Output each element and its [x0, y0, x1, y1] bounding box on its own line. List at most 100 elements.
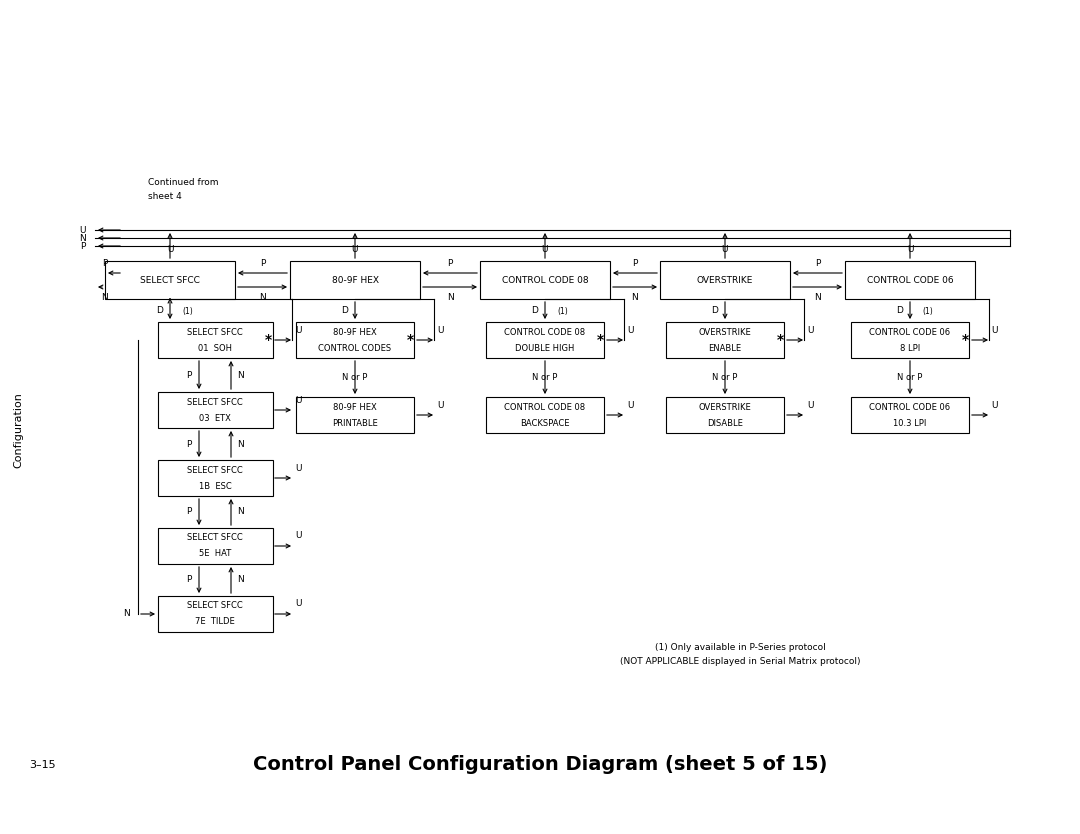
Text: OVERSTRIKE: OVERSTRIKE [699, 403, 752, 411]
Text: CONTROL CODE 06: CONTROL CODE 06 [869, 328, 950, 336]
Text: BACKSPACE: BACKSPACE [521, 419, 570, 428]
Text: P: P [632, 259, 637, 268]
Text: DOUBLE HIGH: DOUBLE HIGH [515, 344, 575, 353]
Text: U: U [436, 400, 443, 409]
Text: P: P [80, 242, 85, 250]
Text: DISABLE: DISABLE [707, 419, 743, 428]
Text: *: * [406, 333, 414, 347]
Text: 8 LPI: 8 LPI [900, 344, 920, 353]
Text: 03  ETX: 03 ETX [199, 414, 231, 423]
Bar [486, 397, 604, 433]
Text: D: D [531, 306, 539, 315]
Text: P: P [187, 575, 191, 585]
Text: 80-9F HEX: 80-9F HEX [333, 328, 377, 336]
Text: SELECT SFCC: SELECT SFCC [187, 601, 243, 610]
Bar [296, 397, 414, 433]
Text: P: P [260, 259, 266, 268]
Text: N or P: N or P [897, 373, 922, 382]
Text: 10.3 LPI: 10.3 LPI [893, 419, 927, 428]
Text: SELECT SFCC: SELECT SFCC [140, 275, 200, 284]
Text: N or P: N or P [342, 373, 367, 382]
Text: N: N [80, 234, 86, 243]
Text: CONTROL CODE 06: CONTROL CODE 06 [866, 275, 954, 284]
Text: N: N [238, 440, 244, 449]
Text: *: * [961, 333, 969, 347]
Bar [480, 261, 610, 299]
Text: U: U [295, 325, 301, 334]
Text: N: N [447, 293, 454, 302]
Text: P: P [187, 370, 191, 379]
Text: OVERSTRIKE: OVERSTRIKE [699, 328, 752, 336]
Text: U: U [166, 244, 173, 254]
Text: SELECT SFCC: SELECT SFCC [187, 534, 243, 542]
Text: 5E  HAT: 5E HAT [199, 550, 231, 559]
Bar [158, 596, 272, 632]
Text: 80-9F HEX: 80-9F HEX [333, 403, 377, 411]
Text: U: U [991, 400, 998, 409]
Bar [291, 261, 420, 299]
Bar [158, 392, 272, 428]
Text: CONTROL CODE 08: CONTROL CODE 08 [502, 275, 589, 284]
Text: N: N [102, 293, 108, 302]
Text: U: U [991, 325, 998, 334]
Bar [486, 322, 604, 358]
Text: 80-9F HEX: 80-9F HEX [332, 275, 378, 284]
Text: Continued from: Continued from [148, 178, 218, 187]
Text: D: D [341, 306, 349, 315]
Text: U: U [807, 400, 813, 409]
Text: CONTROL CODE 06: CONTROL CODE 06 [869, 403, 950, 411]
Text: P: P [814, 259, 820, 268]
Bar [158, 322, 272, 358]
Text: PRINTABLE: PRINTABLE [333, 419, 378, 428]
Text: N: N [814, 293, 821, 302]
Text: 1B  ESC: 1B ESC [199, 481, 231, 490]
Text: N: N [123, 610, 130, 619]
Bar [845, 261, 975, 299]
Text: U: U [295, 464, 301, 473]
Text: P: P [187, 508, 191, 516]
Text: *: * [777, 333, 784, 347]
Text: U: U [295, 600, 301, 609]
Text: N: N [238, 508, 244, 516]
Text: U: U [352, 244, 359, 254]
Text: U: U [295, 395, 301, 404]
Text: 3–15: 3–15 [29, 760, 55, 770]
Text: N: N [238, 370, 244, 379]
Bar [851, 397, 969, 433]
Text: N or P: N or P [713, 373, 738, 382]
Text: CONTROL CODES: CONTROL CODES [319, 344, 392, 353]
Text: U: U [807, 325, 813, 334]
Bar [158, 460, 272, 496]
Text: P: P [187, 440, 191, 449]
Text: (1): (1) [922, 307, 933, 315]
Bar [666, 397, 784, 433]
Text: (1): (1) [557, 307, 568, 315]
Bar [660, 261, 789, 299]
Text: SELECT SFCC: SELECT SFCC [187, 398, 243, 406]
Text: N or P: N or P [532, 373, 557, 382]
Text: (1): (1) [183, 307, 193, 315]
Text: CONTROL CODE 08: CONTROL CODE 08 [504, 328, 585, 336]
Text: U: U [907, 244, 914, 254]
Text: U: U [80, 225, 86, 234]
Text: N: N [259, 293, 266, 302]
Text: P: P [447, 259, 453, 268]
Text: Control Panel Configuration Diagram (sheet 5 of 15): Control Panel Configuration Diagram (she… [253, 756, 827, 775]
Text: SELECT SFCC: SELECT SFCC [187, 328, 243, 336]
Text: SELECT SFCC: SELECT SFCC [187, 465, 243, 475]
Bar [296, 322, 414, 358]
Text: P: P [103, 259, 108, 268]
Text: U: U [542, 244, 549, 254]
Text: U: U [295, 531, 301, 540]
Text: *: * [265, 333, 271, 347]
Text: *: * [596, 333, 604, 347]
Text: D: D [896, 306, 904, 315]
Text: U: U [626, 400, 633, 409]
Bar [105, 261, 235, 299]
Text: OVERSTRIKE: OVERSTRIKE [697, 275, 753, 284]
Text: Configuration: Configuration [13, 392, 23, 468]
Text: 7E  TILDE: 7E TILDE [195, 617, 234, 626]
Text: ENABLE: ENABLE [708, 344, 742, 353]
Bar [158, 528, 272, 564]
Text: N: N [632, 293, 638, 302]
